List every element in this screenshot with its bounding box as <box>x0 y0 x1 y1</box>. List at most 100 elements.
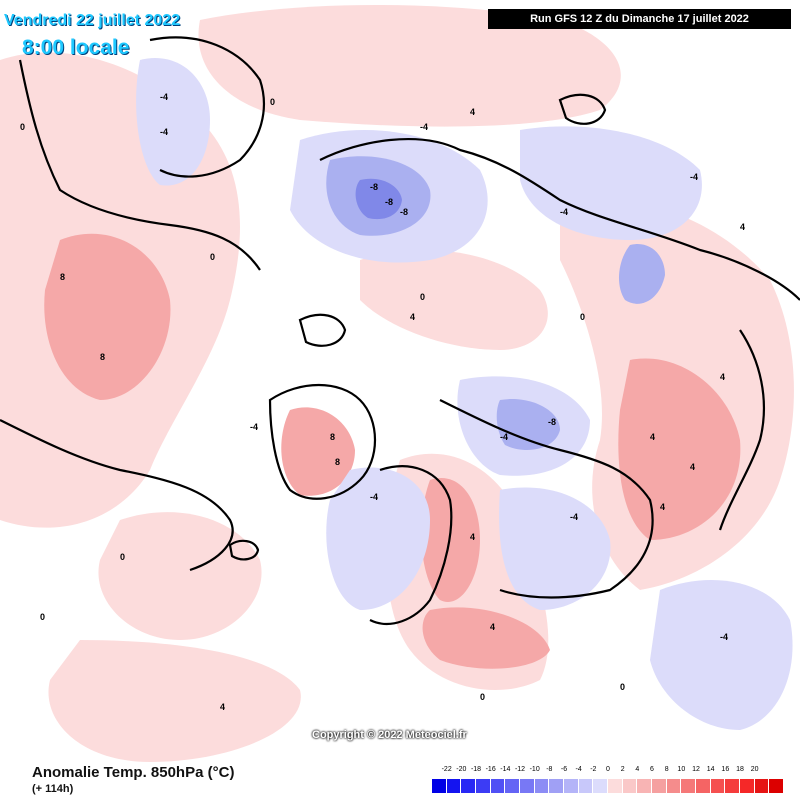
legend-swatch <box>637 779 653 793</box>
coastline-layer <box>0 36 800 625</box>
contour-value-label: 8 <box>335 457 340 467</box>
legend-swatch <box>505 779 521 793</box>
temperature-anomaly-map: 0 0 0 0 -4 -4 -4 -4 -4 -8 -8 -8 -8 4 4 4 4 4 4 4 8 8 8 8 0 0 0 -4 -4… <box>0 5 800 762</box>
legend-label: 20 <box>750 766 759 773</box>
contour-value-label: -4 <box>560 207 568 217</box>
cold-core-siberia <box>618 244 665 304</box>
legend-swatch <box>534 779 550 793</box>
contour-value-label: 0 <box>580 312 585 322</box>
legend-swatch <box>769 779 785 793</box>
contour-value-label: -4 <box>370 492 378 502</box>
contour-value-label: -4 <box>160 127 168 137</box>
contour-value-label: 0 <box>20 122 25 132</box>
contour-value-label: -8 <box>370 182 378 192</box>
forecast-valid-time: 8:00 locale <box>22 36 130 59</box>
coastline-iceland <box>228 539 260 561</box>
coastline-east-asia <box>718 329 766 531</box>
legend-swatch <box>490 779 506 793</box>
cold-area-east-siberia <box>520 126 702 240</box>
contour-value-label: -8 <box>548 417 556 427</box>
legend-swatch <box>549 779 565 793</box>
legend-swatch <box>608 779 623 793</box>
cold-area-alaska <box>136 58 210 186</box>
coastline-greenland <box>268 384 377 500</box>
warm-core-east-europe <box>421 478 480 602</box>
contour-value-label: 0 <box>620 682 625 692</box>
legend-swatch <box>622 779 638 793</box>
legend-swatch <box>520 779 535 793</box>
warm-area-top <box>198 5 621 127</box>
cold-area-central-asia <box>499 487 611 610</box>
contour-value-label: 8 <box>60 272 65 282</box>
legend-swatch <box>710 779 726 793</box>
legend-swatch <box>740 779 755 793</box>
coastline-eurasia-south <box>439 399 654 599</box>
legend-label: 10 <box>677 766 686 773</box>
contour-value-label: 8 <box>330 432 335 442</box>
cold-core-arctic <box>496 399 560 450</box>
cold-area-north-atlantic <box>326 467 430 610</box>
legend-label: 6 <box>650 766 654 773</box>
legend-swatch <box>696 779 711 793</box>
legend-swatch <box>681 779 697 793</box>
contour-value-label: 0 <box>40 612 45 622</box>
coastline-alaska <box>149 36 265 178</box>
forecast-lead-time: (+ 114h) <box>32 783 74 795</box>
contour-value-label: -4 <box>570 512 578 522</box>
legend-label: -18 <box>470 766 482 773</box>
contour-value-label: 4 <box>740 222 745 232</box>
contour-value-label: 4 <box>490 622 495 632</box>
legend-label: -16 <box>485 766 496 773</box>
legend-label: -22 <box>441 766 452 773</box>
anomaly-fill-layer <box>0 5 794 762</box>
contour-value-label: -4 <box>690 172 698 182</box>
contour-value-label: -4 <box>500 432 508 442</box>
warm-area-central-pacific <box>48 640 301 762</box>
contour-value-label: -8 <box>400 207 408 217</box>
legend-label: -20 <box>456 766 467 773</box>
coastline-siberia <box>319 137 800 301</box>
legend-swatch <box>446 779 462 793</box>
legend-swatch <box>564 779 579 793</box>
contour-value-label: 0 <box>270 97 275 107</box>
variable-title: Anomalie Temp. 850hPa (°C) <box>32 764 235 781</box>
legend-swatch <box>476 779 491 793</box>
legend-swatch <box>754 779 770 793</box>
legend-label: -10 <box>529 766 540 773</box>
contour-value-label: 4 <box>660 502 665 512</box>
legend-swatch <box>593 779 609 793</box>
legend-swatch <box>432 779 447 793</box>
contour-value-label: 0 <box>420 292 425 302</box>
legend-color-scale <box>432 779 785 793</box>
legend-swatch <box>461 779 477 793</box>
legend-swatch <box>666 779 682 793</box>
warm-core-mediterranean <box>422 607 550 669</box>
contour-value-label: 0 <box>120 552 125 562</box>
contour-value-label: 4 <box>220 702 225 712</box>
legend-label: -14 <box>500 766 511 773</box>
legend-label: 16 <box>721 766 730 773</box>
contour-value-label: 0 <box>210 252 215 262</box>
contour-value-label: -4 <box>160 92 168 102</box>
warm-area-arctic-east <box>360 250 548 350</box>
legend-label: -8 <box>546 766 553 773</box>
legend-label: 4 <box>635 766 640 773</box>
legend-label: 8 <box>664 766 669 773</box>
coastline-north-america <box>0 59 261 572</box>
contour-value-label: 8 <box>100 352 105 362</box>
legend-label: 0 <box>606 766 610 773</box>
warm-core-central-asia <box>618 358 741 540</box>
legend-swatch <box>652 779 667 793</box>
contour-value-label: -4 <box>250 422 258 432</box>
contour-value-label: 4 <box>650 432 655 442</box>
contour-value-label: 4 <box>690 462 695 472</box>
model-run-info: Run GFS 12 Z du Dimanche 17 juillet 2022 <box>488 9 791 29</box>
cold-area-east-asia <box>650 580 793 730</box>
legend-label: -2 <box>590 766 597 773</box>
contour-value-label: 4 <box>720 372 725 382</box>
legend-label: 14 <box>706 766 715 773</box>
contour-value-label: -8 <box>385 197 393 207</box>
legend-label: -4 <box>575 766 582 773</box>
copyright-notice: Copyright © 2022 Meteociel.fr <box>312 729 467 741</box>
contour-value-label: 4 <box>470 532 475 542</box>
